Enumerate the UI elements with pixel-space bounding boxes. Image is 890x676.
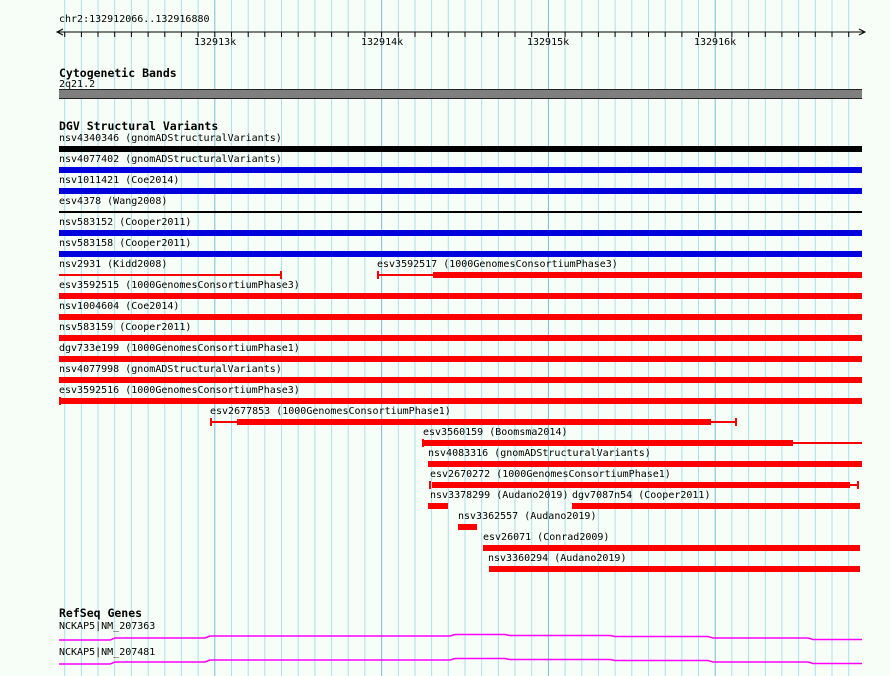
variant-end-cap[interactable] bbox=[857, 481, 859, 489]
variant-bar[interactable] bbox=[483, 545, 860, 551]
variant-label[interactable]: nsv4083316 (gnomADStructuralVariants) bbox=[428, 448, 651, 459]
variant-bar[interactable] bbox=[59, 293, 862, 299]
variant-bar[interactable] bbox=[59, 188, 862, 194]
variant-line[interactable] bbox=[850, 484, 858, 486]
variant-bar[interactable] bbox=[59, 356, 862, 362]
variant-label[interactable]: esv3560159 (Boomsma2014) bbox=[423, 427, 568, 438]
variant-bar[interactable] bbox=[572, 503, 860, 509]
variant-label[interactable]: nsv3362557 (Audano2019) bbox=[458, 511, 597, 522]
gene-line[interactable] bbox=[59, 633, 862, 641]
variant-end-cap[interactable] bbox=[422, 439, 424, 447]
variant-bar[interactable] bbox=[428, 461, 862, 467]
variant-end-cap[interactable] bbox=[735, 418, 737, 426]
variant-label[interactable]: dgv733e199 (1000GenomesConsortiumPhase1) bbox=[59, 343, 300, 354]
variant-bar[interactable] bbox=[59, 335, 862, 341]
variant-label[interactable]: nsv4077402 (gnomADStructuralVariants) bbox=[59, 154, 282, 165]
ruler-left-arrow-icon bbox=[55, 28, 64, 36]
variant-bar[interactable] bbox=[433, 272, 862, 278]
variant-label[interactable]: esv2677853 (1000GenomesConsortiumPhase1) bbox=[210, 406, 451, 417]
variant-label[interactable]: esv4378 (Wang2008) bbox=[59, 196, 168, 207]
variant-label[interactable]: esv26071 (Conrad2009) bbox=[483, 532, 610, 543]
cytoband-name-label: 2q21.2 bbox=[59, 79, 96, 90]
variant-end-cap[interactable] bbox=[280, 271, 282, 279]
variant-label[interactable]: nsv4340346 (gnomADStructuralVariants) bbox=[59, 133, 282, 144]
variant-label[interactable]: nsv3378299 (Audano2019) bbox=[430, 490, 569, 501]
variant-label[interactable]: esv3592515 (1000GenomesConsortiumPhase3) bbox=[59, 280, 300, 291]
variant-bar[interactable] bbox=[428, 503, 448, 509]
variant-label[interactable]: nsv3360294 (Audano2019) bbox=[488, 553, 627, 564]
variant-label[interactable]: esv3592517 (1000GenomesConsortiumPhase3) bbox=[377, 259, 618, 270]
variant-label[interactable]: nsv583152 (Cooper2011) bbox=[59, 217, 192, 228]
variant-label[interactable]: nsv1011421 (Coe2014) bbox=[59, 175, 180, 186]
variant-bar[interactable] bbox=[237, 419, 711, 425]
ruler-tick-label: 132915k bbox=[527, 37, 570, 48]
variant-end-cap[interactable] bbox=[429, 481, 431, 489]
variant-bar[interactable] bbox=[61, 398, 862, 404]
variant-label[interactable]: dgv7087n54 (Cooper2011) bbox=[572, 490, 711, 501]
ruler-tick-label: 132913k bbox=[194, 37, 237, 48]
variant-bar[interactable] bbox=[458, 524, 477, 530]
variant-label[interactable]: esv2670272 (1000GenomesConsortiumPhase1) bbox=[430, 469, 671, 480]
gene-line[interactable] bbox=[59, 657, 862, 665]
variant-end-cap[interactable] bbox=[59, 397, 61, 405]
variant-bar[interactable] bbox=[489, 566, 860, 572]
variant-label[interactable]: esv3592516 (1000GenomesConsortiumPhase3) bbox=[59, 385, 300, 396]
variant-bar[interactable] bbox=[424, 440, 793, 446]
section-header-cytogenetic-bands: Cytogenetic Bands bbox=[59, 66, 177, 80]
cytoband-bar[interactable] bbox=[59, 89, 862, 99]
ruler-tick-label: 132914k bbox=[361, 37, 404, 48]
gene-label-nm-207363[interactable]: NCKAP5|NM_207363 bbox=[59, 621, 156, 632]
variant-label[interactable]: nsv583158 (Cooper2011) bbox=[59, 238, 192, 249]
variant-line[interactable] bbox=[59, 211, 862, 213]
gene-label-nm-207481[interactable]: NCKAP5|NM_207481 bbox=[59, 647, 156, 658]
variant-line[interactable] bbox=[211, 421, 237, 423]
section-header-dgv-structural-variants: DGV Structural Variants bbox=[59, 119, 219, 133]
variant-bar[interactable] bbox=[59, 314, 862, 320]
section-header-refseq-genes: RefSeq Genes bbox=[59, 606, 143, 620]
variant-line[interactable] bbox=[793, 442, 862, 444]
variant-label[interactable]: nsv1004604 (Coe2014) bbox=[59, 301, 180, 312]
variant-bar[interactable] bbox=[59, 146, 862, 152]
variant-line[interactable] bbox=[711, 421, 736, 423]
ruler-right-arrow-icon bbox=[858, 28, 867, 36]
ruler-tick-label: 132916k bbox=[694, 37, 737, 48]
variant-bar[interactable] bbox=[59, 167, 862, 173]
variant-label[interactable]: nsv583159 (Cooper2011) bbox=[59, 322, 192, 333]
region-coordinates-label: chr2:132912066..132916880 bbox=[59, 14, 210, 25]
variant-bar[interactable] bbox=[432, 482, 850, 488]
variant-bar[interactable] bbox=[59, 230, 862, 236]
variant-bar[interactable] bbox=[59, 251, 862, 257]
variant-label[interactable]: nsv2931 (Kidd2008) bbox=[59, 259, 168, 270]
variant-line[interactable] bbox=[378, 274, 433, 276]
variant-bar[interactable] bbox=[59, 377, 862, 383]
variant-line[interactable] bbox=[59, 274, 281, 276]
variant-label[interactable]: nsv4077998 (gnomADStructuralVariants) bbox=[59, 364, 282, 375]
